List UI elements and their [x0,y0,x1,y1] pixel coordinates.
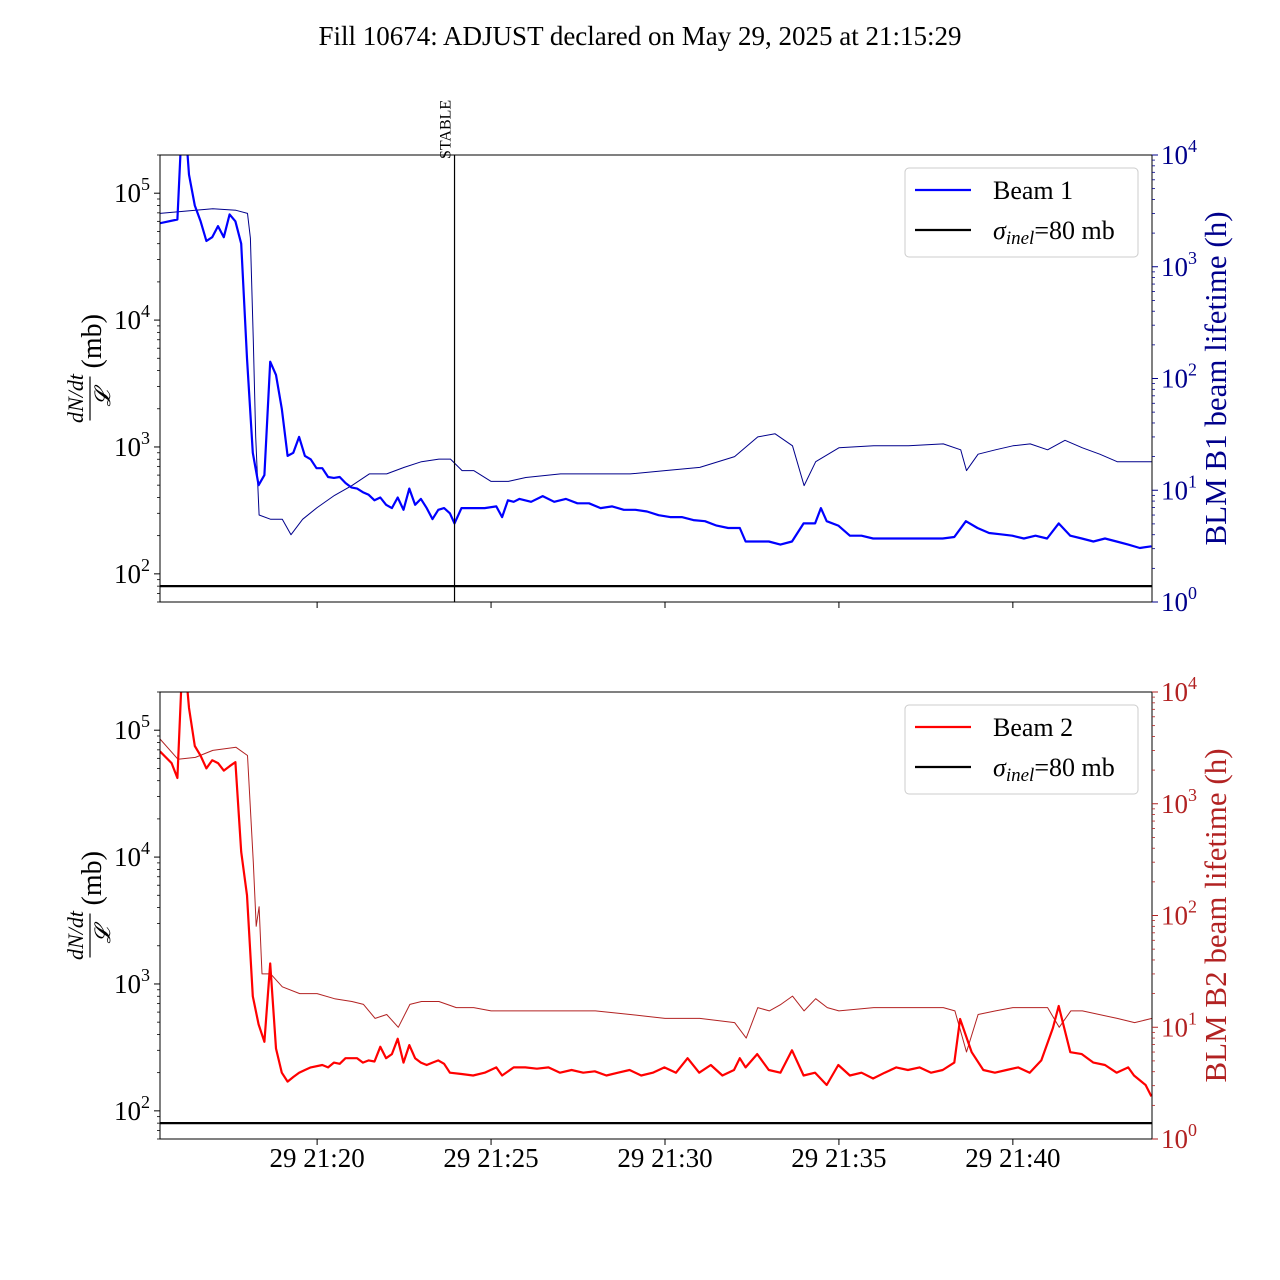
right-tick-label: 100 [1161,1120,1197,1154]
right-axis-label: BLM B1 beam lifetime (h) [1198,211,1233,545]
left-tick-label: 105 [114,711,150,745]
left-tick-label: 102 [114,1092,150,1126]
right-axis-label: BLM B2 beam lifetime (h) [1198,748,1233,1082]
left-tick-label: 103 [114,965,150,999]
left-axis-label-unit: (mb) [77,851,108,905]
left-tick-label: 105 [114,174,150,208]
x-tick-label: 29 21:25 [443,1143,538,1173]
left-tick-label: 104 [114,838,150,872]
legend-sigma-label: σinel=80 mb [993,216,1115,249]
x-tick-label: 29 21:40 [965,1143,1060,1173]
legend-beam-label: Beam 1 [993,176,1073,205]
plot-area [160,692,1152,1125]
stable-marker-label: STABLE [438,100,455,159]
right-tick-label: 104 [1161,673,1197,707]
left-axis-label-unit: (mb) [77,314,108,368]
right-tick-label: 101 [1161,471,1197,505]
right-tick-label: 104 [1161,136,1197,170]
plot-area [160,155,1152,588]
right-tick-label: 103 [1161,248,1197,282]
right-tick-label: 101 [1161,1008,1197,1042]
right-tick-label: 103 [1161,785,1197,819]
legend-sigma-label: σinel=80 mb [993,753,1115,786]
right-tick-label: 102 [1161,360,1197,394]
x-tick-label: 29 21:20 [269,1143,364,1173]
left-axis-label: dN/dt 𝓛(mb) [63,314,115,423]
beam-lifetime-line [160,738,1152,1053]
beam-cross-section-line [160,692,1152,1097]
beam-cross-section-line [160,155,1152,550]
legend-beam-label: Beam 2 [993,713,1073,742]
legend: Beam 2 σinel=80 mb [904,704,1139,795]
left-axis-label-numerator: dN/dt [63,373,88,423]
left-tick-label: 102 [114,555,150,589]
figure-title: Fill 10674: ADJUST declared on May 29, 2… [319,21,962,51]
right-tick-label: 102 [1161,897,1197,931]
right-tick-label: 100 [1161,583,1197,617]
left-axis-label-numerator: dN/dt [63,910,88,960]
bottom-panel: 102 103 104 105 100 101 102 103 104 29 21:20 29 21… [63,673,1233,1173]
left-tick-label: 104 [114,301,150,335]
left-tick-label: 103 [114,428,150,462]
x-tick-label: 29 21:35 [791,1143,886,1173]
beam-lifetime-line [160,208,1152,536]
legend: Beam 1 σinel=80 mb [904,167,1139,258]
x-tick-label: 29 21:30 [617,1143,712,1173]
